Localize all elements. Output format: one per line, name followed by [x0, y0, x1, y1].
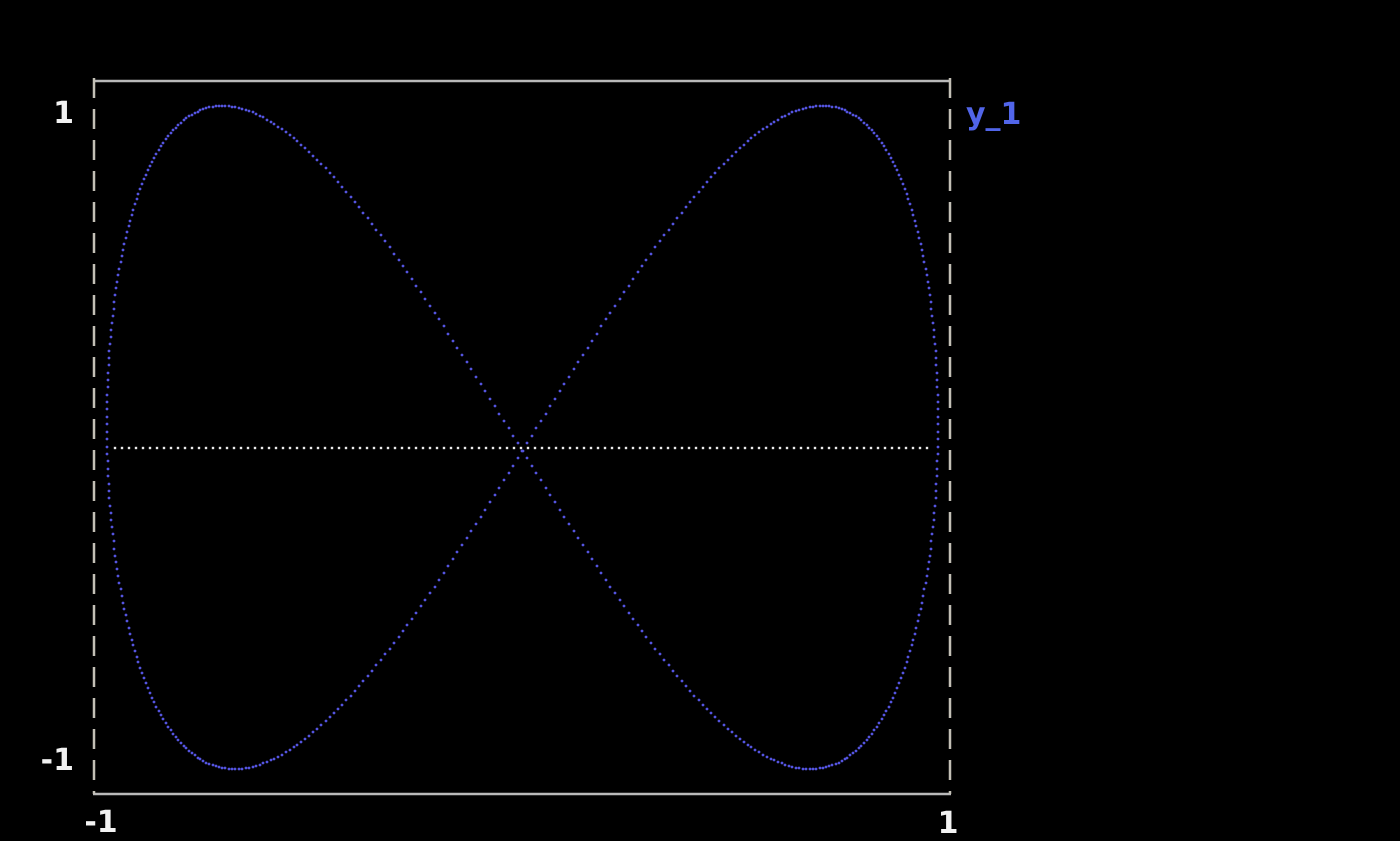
- x-axis-tick-1: 1: [937, 806, 959, 841]
- zero-axis-dots: [113, 446, 929, 450]
- y-axis-tick-1: 1: [53, 96, 74, 131]
- x-axis-tick-neg1: -1: [84, 805, 118, 840]
- series-y1-dots: [105, 104, 940, 771]
- y-axis-tick-neg1: -1: [40, 743, 74, 778]
- legend-y1-label: y_1: [966, 97, 1022, 132]
